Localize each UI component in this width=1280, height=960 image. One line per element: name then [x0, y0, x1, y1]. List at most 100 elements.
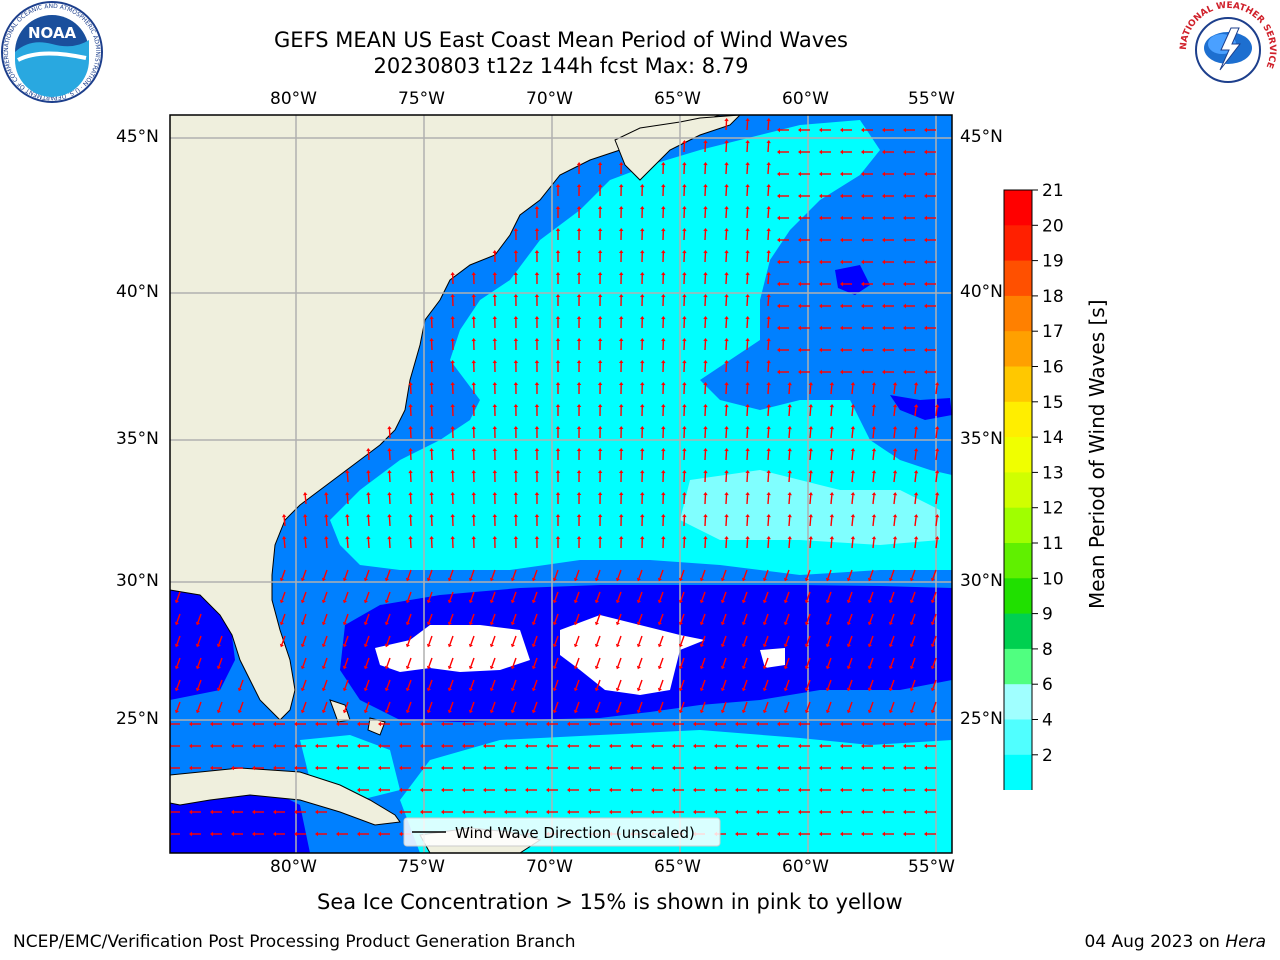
wind-wave-arrow	[766, 382, 771, 395]
wind-wave-arrow	[531, 657, 538, 670]
wind-wave-arrow	[357, 787, 369, 793]
wind-wave-arrow	[934, 448, 940, 461]
wind-wave-arrow	[321, 679, 328, 692]
wind-wave-arrow	[930, 591, 937, 604]
wind-wave-arrow	[850, 514, 856, 527]
wind-wave-arrow	[909, 591, 916, 604]
wind-wave-arrow	[903, 765, 915, 771]
wind-wave-arrow	[609, 765, 621, 771]
wind-wave-arrow	[804, 657, 811, 670]
wind-wave-arrow	[363, 701, 370, 714]
wind-wave-arrow	[777, 765, 789, 771]
wind-wave-arrow	[798, 809, 810, 815]
wind-wave-arrow	[489, 569, 496, 582]
wind-wave-arrow	[867, 701, 874, 714]
wind-wave-arrow	[777, 743, 789, 749]
wind-wave-arrow	[924, 171, 936, 177]
wind-wave-arrow	[630, 787, 642, 793]
wind-wave-arrow	[682, 382, 687, 395]
wind-wave-arrow	[745, 316, 750, 329]
wind-wave-arrow	[384, 635, 391, 648]
noaa-logo: NATIONAL OCEANIC AND ATMOSPHERIC ADMINIS…	[0, 0, 103, 103]
wind-wave-arrow	[840, 787, 852, 793]
wind-wave-arrow	[504, 721, 516, 727]
wind-wave-arrow	[615, 679, 622, 692]
wind-wave-arrow	[930, 679, 937, 692]
wind-wave-arrow	[798, 281, 810, 287]
wind-wave-arrow	[745, 272, 750, 285]
wind-wave-arrow	[618, 162, 624, 175]
wind-wave-arrow	[492, 514, 497, 527]
wind-wave-arrow	[426, 635, 433, 648]
wind-wave-arrow	[594, 701, 601, 714]
wind-wave-arrow	[281, 514, 287, 527]
wind-wave-arrow	[640, 426, 645, 439]
wind-wave-arrow	[342, 701, 349, 714]
wind-wave-arrow	[615, 613, 622, 626]
colorbar-segment	[1004, 507, 1032, 544]
wind-wave-arrow	[682, 448, 687, 461]
wind-wave-arrow	[441, 743, 453, 749]
wind-wave-arrow	[819, 787, 831, 793]
wind-wave-arrow	[861, 215, 873, 221]
wind-wave-arrow	[819, 149, 831, 155]
wind-wave-arrow	[861, 259, 873, 265]
wind-wave-arrow	[483, 809, 495, 815]
wind-wave-arrow	[281, 536, 287, 549]
wind-wave-arrow	[405, 569, 412, 582]
wind-wave-arrow	[846, 635, 853, 648]
wind-wave-arrow	[408, 536, 413, 549]
wind-wave-arrow	[735, 787, 747, 793]
wind-wave-arrow	[492, 536, 497, 549]
wind-wave-arrow	[189, 721, 201, 727]
map-legend: Wind Wave Direction (unscaled)	[403, 817, 721, 847]
wind-wave-arrow	[636, 569, 643, 582]
wind-wave-arrow	[798, 743, 810, 749]
wind-wave-arrow	[819, 215, 831, 221]
wind-wave-arrow	[699, 569, 706, 582]
wind-wave-arrow	[534, 536, 540, 549]
wind-wave-arrow	[819, 303, 831, 309]
wind-wave-arrow	[189, 765, 201, 771]
wind-wave-arrow	[766, 118, 771, 131]
wind-wave-arrow	[724, 272, 729, 285]
wind-wave-arrow	[384, 657, 391, 670]
wind-wave-arrow	[913, 514, 919, 527]
wind-wave-arrow	[640, 514, 645, 527]
wind-wave-arrow	[798, 787, 810, 793]
wind-wave-arrow	[724, 294, 729, 307]
wind-wave-arrow	[888, 569, 895, 582]
wind-wave-arrow	[576, 492, 582, 505]
wind-wave-arrow	[762, 657, 769, 670]
wind-wave-arrow	[762, 635, 769, 648]
wind-wave-arrow	[787, 536, 792, 549]
wind-wave-arrow	[576, 206, 582, 219]
wind-wave-arrow	[903, 721, 915, 727]
wind-wave-arrow	[300, 657, 307, 670]
wind-wave-arrow	[741, 635, 748, 648]
map-frame	[169, 114, 953, 854]
wind-wave-arrow	[357, 831, 369, 837]
wind-wave-arrow	[672, 743, 684, 749]
wind-wave-arrow	[819, 325, 831, 331]
wind-wave-arrow	[640, 536, 645, 549]
wind-wave-arrow	[657, 635, 664, 648]
wind-wave-arrow	[525, 787, 537, 793]
wind-wave-arrow	[766, 294, 771, 307]
wind-wave-arrow	[892, 514, 898, 527]
wind-wave-arrow	[840, 215, 852, 221]
wind-wave-arrow	[426, 613, 433, 626]
wind-wave-arrow	[903, 325, 915, 331]
wind-wave-arrow	[777, 171, 789, 177]
wind-wave-arrow	[408, 514, 413, 527]
wind-wave-arrow	[840, 347, 852, 353]
wind-wave-arrow	[714, 809, 726, 815]
wind-wave-arrow	[682, 206, 687, 219]
wind-wave-arrow	[555, 514, 561, 527]
wind-wave-arrow	[882, 215, 894, 221]
wind-wave-arrow	[892, 426, 898, 439]
wind-wave-arrow	[861, 281, 873, 287]
wind-wave-arrow	[882, 369, 894, 375]
wind-wave-arrow	[777, 721, 789, 727]
